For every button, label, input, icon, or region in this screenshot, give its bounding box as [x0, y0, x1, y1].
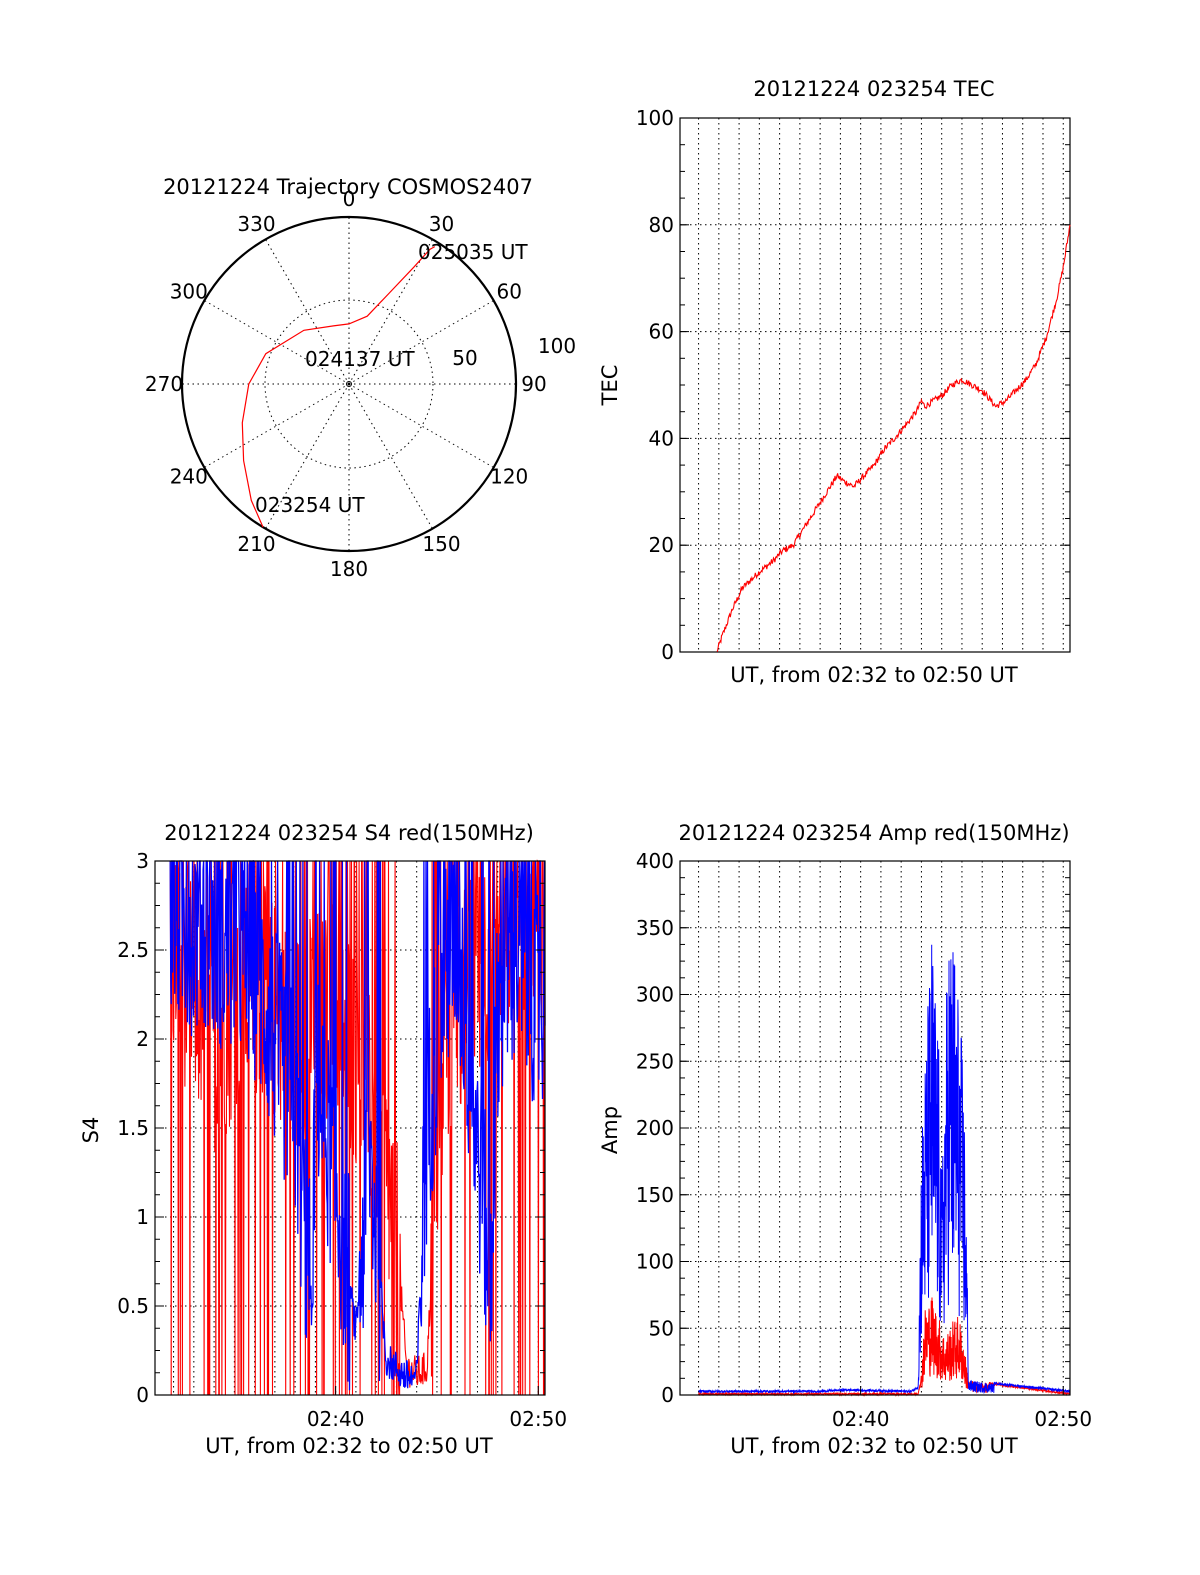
tec-series-line: [716, 224, 1071, 652]
polar-azimuth-labels: 0 30 60 90 120 150 180 210 240 270 300 330: [145, 187, 547, 581]
tec-ytick-label: 100: [636, 106, 674, 130]
amp-xtick-label: 02:40: [832, 1407, 890, 1431]
amp-title: 20121224 023254 Amp red(150MHz): [678, 821, 1069, 845]
tec-title: 20121224 023254 TEC: [753, 77, 994, 101]
tec-grid: [680, 118, 1070, 652]
polar-azimuth-label-270: 270: [145, 372, 183, 396]
tec-y-ticks: 0 20 40 60 80 100: [636, 106, 1070, 664]
polar-outer-circle: [180, 215, 518, 553]
s4-xtick-label: 02:40: [307, 1407, 365, 1431]
s4-ytick-label: 0: [136, 1383, 149, 1407]
trajectory-panel: 20121224 Trajectory COSMOS2407 0 30 60 90 12…: [145, 175, 576, 581]
tec-ylabel: TEC: [598, 365, 622, 407]
polar-azimuth-label-300: 300: [170, 280, 208, 304]
annotation-mid-time: 024137 UT: [305, 347, 415, 371]
trajectory-series-line: [241, 246, 436, 528]
amp-ytick-label: 400: [636, 849, 674, 873]
polar-azimuth-label-210: 210: [237, 532, 275, 556]
amp-ytick-label: 0: [661, 1383, 674, 1407]
polar-center-mark: [346, 381, 352, 387]
s4-ytick-label: 1: [136, 1205, 149, 1229]
polar-spoke-300: [204, 300, 350, 385]
polar-azimuth-label-330: 330: [237, 212, 275, 236]
amp-y-ticks: 0 50 100 150 200 250 300 350 400: [636, 849, 1070, 1407]
amp-x-ticks: 02:40 02:50: [832, 1386, 1092, 1431]
tec-panel: 20121224 023254 TEC 0 20 40 60 80 100 TEC UT,…: [598, 77, 1071, 687]
polar-radial-label-50: 50: [452, 346, 477, 370]
polar-azimuth-label-60: 60: [496, 280, 521, 304]
amp-ytick-label: 100: [636, 1250, 674, 1274]
amp-series: [698, 944, 1071, 1397]
s4-ytick-label: 2: [136, 1027, 149, 1051]
polar-azimuth-label-150: 150: [422, 532, 460, 556]
amp-ytick-label: 350: [636, 916, 674, 940]
s4-ytick-label: 3: [136, 849, 149, 873]
amp-ylabel: Amp: [598, 1106, 622, 1154]
polar-azimuth-label-90: 90: [521, 372, 546, 396]
s4-x-ticks: 02:40 02:50: [307, 1386, 567, 1431]
s4-series-line-blue: [169, 860, 546, 1391]
polar-azimuth-label-120: 120: [490, 465, 528, 489]
amp-ytick-label: 150: [636, 1183, 674, 1207]
annotation-start-time: 023254 UT: [255, 493, 365, 517]
amp-xlabel: UT, from 02:32 to 02:50 UT: [730, 1434, 1018, 1458]
amp-ytick-label: 250: [636, 1049, 674, 1073]
tec-plot-frame: [679, 117, 1071, 653]
polar-azimuth-label-30: 30: [429, 212, 454, 236]
s4-panel: 20121224 023254 S4 red(150MHz) 0 0.5 1 1.5 2…: [79, 821, 567, 1458]
amp-ytick-label: 300: [636, 983, 674, 1007]
amp-ytick-label: 50: [649, 1316, 674, 1340]
s4-title: 20121224 023254 S4 red(150MHz): [164, 821, 534, 845]
tec-xlabel: UT, from 02:32 to 02:50 UT: [730, 663, 1018, 687]
amp-xtick-label: 02:50: [1034, 1407, 1092, 1431]
tec-ytick-label: 0: [661, 640, 674, 664]
amp-panel: 20121224 023254 Amp red(150MHz) 0 50 100 15…: [598, 821, 1092, 1458]
polar-azimuth-label-240: 240: [170, 465, 208, 489]
polar-spoke-120: [348, 383, 494, 468]
polar-azimuth-label-180: 180: [330, 557, 368, 581]
tec-ytick-label: 60: [649, 320, 674, 344]
amp-series-line-blue: [698, 944, 1071, 1395]
s4-ytick-label: 1.5: [117, 1116, 149, 1140]
tec-ytick-label: 20: [649, 533, 674, 557]
polar-inner-circle: [264, 299, 434, 469]
polar-azimuth-label-0: 0: [343, 187, 356, 211]
s4-ytick-label: 0.5: [117, 1294, 149, 1318]
annotation-end-time: 025035 UT: [418, 240, 528, 264]
polar-spoke-240: [204, 383, 350, 468]
tec-ytick-label: 80: [649, 213, 674, 237]
polar-radial-label-100: 100: [538, 334, 576, 358]
s4-xtick-label: 02:50: [509, 1407, 567, 1431]
s4-ytick-label: 2.5: [117, 938, 149, 962]
s4-xlabel: UT, from 02:32 to 02:50 UT: [205, 1434, 493, 1458]
s4-series: [169, 859, 546, 1396]
trajectory-title: 20121224 Trajectory COSMOS2407: [163, 175, 533, 199]
amp-series-line-red: [698, 1297, 1071, 1397]
tec-ytick-label: 40: [649, 426, 674, 450]
tec-series: [716, 224, 1071, 652]
amp-ytick-label: 200: [636, 1116, 674, 1140]
s4-ylabel: S4: [79, 1117, 103, 1144]
s4-y-ticks: 0 0.5 1 1.5 2 2.5 3: [117, 849, 545, 1407]
amp-grid: [680, 861, 1070, 1395]
